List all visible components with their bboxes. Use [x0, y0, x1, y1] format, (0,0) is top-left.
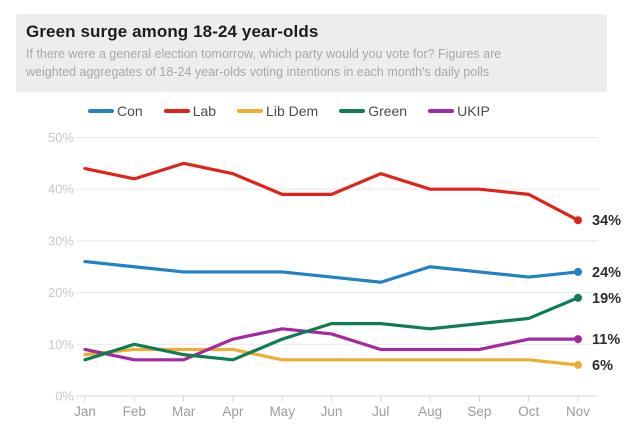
legend-swatch-icon — [163, 109, 190, 113]
x-axis-tick-label: Jan — [74, 404, 96, 419]
series-line-ukip — [83, 327, 580, 362]
chart-header: Green surge among 18-24 year-olds If the… — [16, 14, 607, 93]
series-end-label-green: 19% — [592, 291, 621, 307]
series-end-dot-ukip — [574, 335, 582, 344]
chart-title: Green surge among 18-24 year-olds — [26, 22, 319, 41]
series-end-label-lab: 34% — [592, 213, 621, 229]
legend-item-con[interactable]: Con — [88, 103, 143, 119]
y-axis-tick-label: 40% — [48, 182, 74, 197]
chart-subtitle: If there were a general election tomorro… — [26, 46, 502, 79]
legend-item-ukip[interactable]: UKIP — [428, 103, 490, 119]
x-axis-tick-label: Feb — [123, 404, 146, 419]
legend-swatch-icon — [237, 109, 264, 113]
legend-label: UKIP — [457, 103, 490, 119]
x-axis-tick-label: Apr — [222, 404, 244, 419]
legend-swatch-icon — [428, 109, 455, 113]
y-axis-tick-label: 50% — [48, 130, 74, 145]
series-end-dot-lab — [574, 216, 582, 225]
legend-item-lab[interactable]: Lab — [163, 103, 217, 119]
series-end-dot-con — [574, 267, 582, 276]
x-axis-tick-label: Mar — [172, 404, 196, 419]
legend-swatch-icon — [339, 109, 366, 113]
x-axis-tick-label: Jun — [321, 404, 343, 419]
series-end-label-con: 24% — [592, 265, 621, 281]
series-line-green — [83, 296, 580, 362]
legend-label: Lib Dem — [266, 103, 319, 119]
legend-item-lib-dem[interactable]: Lib Dem — [237, 103, 318, 119]
series-end-label-ukip: 11% — [592, 332, 620, 348]
y-axis-tick-label: 20% — [48, 285, 74, 300]
chart-legend: Con Lab Lib Dem Green UKIP — [88, 101, 511, 121]
x-axis-tick-label: Oct — [518, 404, 539, 419]
series-end-label-lib-dem: 6% — [592, 358, 613, 374]
legend-label: Con — [117, 103, 143, 119]
y-axis-tick-label: 10% — [48, 337, 74, 352]
x-axis-tick-label: Nov — [566, 404, 590, 419]
x-axis-tick-label: Jul — [372, 404, 389, 419]
y-axis-tick-label: 30% — [48, 233, 74, 248]
legend-label: Green — [368, 103, 408, 119]
series-end-dot-lib-dem — [574, 360, 582, 369]
x-axis-tick-label: Aug — [418, 404, 442, 419]
series-end-dot-green — [574, 293, 582, 302]
x-axis-tick-label: Sep — [467, 404, 491, 419]
series-line-con — [83, 259, 580, 284]
y-axis-tick-label: 0% — [55, 389, 74, 404]
series-line-lib-dem — [83, 347, 580, 367]
x-axis-tick-label: May — [269, 404, 295, 419]
legend-swatch-icon — [88, 109, 114, 113]
series-line-lab — [83, 161, 580, 222]
legend-label: Lab — [192, 103, 217, 119]
legend-item-green[interactable]: Green — [339, 103, 407, 119]
